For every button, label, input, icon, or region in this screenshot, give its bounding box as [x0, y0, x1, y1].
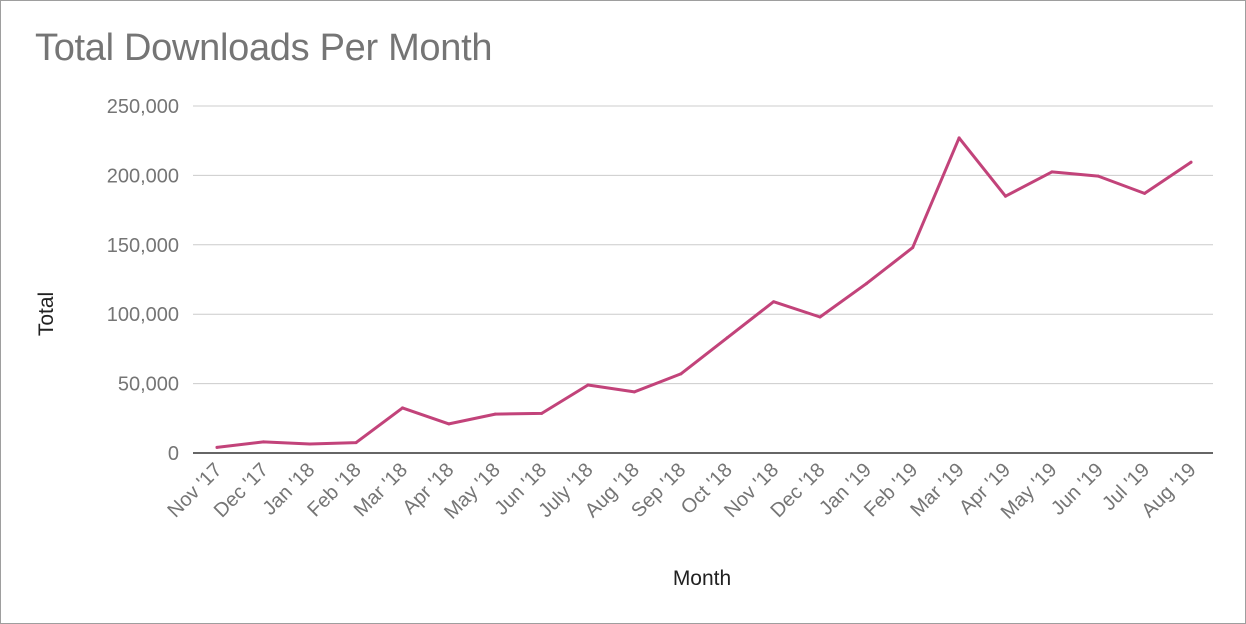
data-point: [1004, 194, 1007, 198]
data-point: [354, 441, 358, 445]
series-layer: [215, 136, 1193, 449]
data-point: [911, 246, 915, 250]
data-point: [725, 336, 729, 340]
data-point: [1189, 160, 1193, 164]
data-point: [864, 282, 868, 286]
y-tick-label: 250,000: [107, 96, 179, 118]
y-tick-label: 50,000: [118, 374, 179, 396]
x-tick-label: Jun '19: [1047, 459, 1108, 520]
data-point: [957, 136, 961, 140]
data-point: [1096, 174, 1100, 178]
data-point: [772, 300, 776, 304]
data-point: [586, 383, 590, 387]
data-point: [447, 422, 451, 426]
series-line: [215, 136, 1193, 449]
data-point: [401, 406, 404, 410]
data-point: [818, 315, 822, 319]
data-point: [308, 442, 312, 446]
data-point: [1143, 191, 1147, 195]
data-point: [493, 412, 497, 416]
y-axis-title: Total: [35, 292, 58, 336]
data-point: [632, 390, 636, 394]
data-point: [215, 445, 219, 449]
y-tick-label: 0: [168, 443, 179, 465]
data-point: [1050, 170, 1054, 174]
gridlines: [193, 105, 1213, 454]
chart-title: Total Downloads Per Month: [35, 27, 493, 69]
data-point: [261, 440, 265, 444]
data-point: [540, 411, 544, 415]
y-tick-label: 150,000: [107, 235, 179, 257]
y-tick-label: 100,000: [107, 304, 179, 326]
y-tick-label: 200,000: [107, 165, 179, 187]
y-tick-labels: 0 50,000 100,000 150,000 200,000 250,000: [107, 96, 179, 465]
x-axis-title: Month: [673, 567, 731, 590]
data-point: [679, 372, 683, 376]
